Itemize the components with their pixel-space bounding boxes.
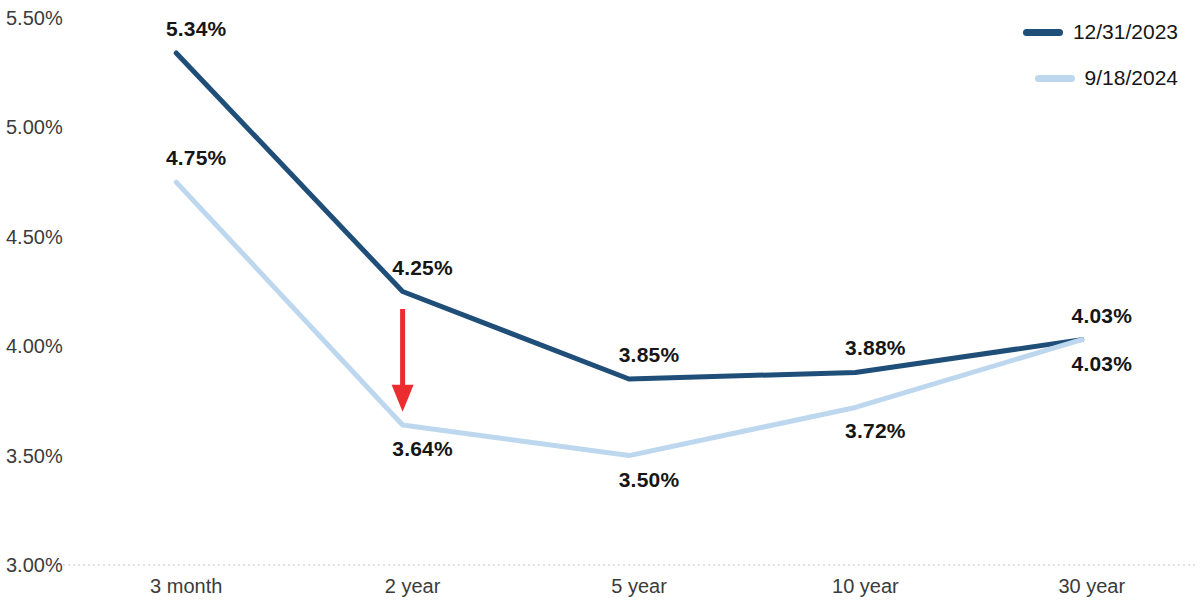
data-label: 4.03% (1072, 352, 1133, 376)
y-tick-label: 3.00% (6, 554, 63, 577)
data-label: 4.25% (392, 256, 453, 280)
x-tick-label: 2 year (385, 575, 441, 598)
legend-item-12-31-2023: 12/31/2023 (1023, 20, 1178, 44)
y-tick-label: 4.00% (6, 335, 63, 358)
data-label: 5.34% (166, 17, 227, 41)
rate-drop-arrow-head (392, 385, 414, 412)
data-label: 3.50% (619, 468, 680, 492)
y-tick-label: 4.50% (6, 225, 63, 248)
y-tick-label: 3.50% (6, 444, 63, 467)
legend: 12/31/2023 9/18/2024 (1023, 20, 1178, 90)
y-tick-label: 5.00% (6, 116, 63, 139)
legend-item-9-18-2024: 9/18/2024 (1023, 66, 1178, 90)
data-label: 3.85% (619, 343, 680, 367)
data-label: 3.88% (845, 336, 906, 360)
data-label: 3.72% (845, 419, 906, 443)
x-tick-label: 5 year (611, 575, 667, 598)
data-label: 3.64% (392, 437, 453, 461)
data-label: 4.03% (1072, 304, 1133, 328)
y-tick-label: 5.50% (6, 7, 63, 30)
x-tick-label: 30 year (1058, 575, 1125, 598)
x-tick-label: 3 month (150, 575, 222, 598)
legend-swatch-light-blue (1035, 75, 1075, 82)
plot-area (0, 0, 1200, 600)
legend-label-12-31-2023: 12/31/2023 (1073, 20, 1178, 44)
x-tick-label: 10 year (832, 575, 899, 598)
yield-curve-chart: 3.00% 3.50% 4.00% 4.50% 5.00% 5.50% 3 month 2 … (0, 0, 1200, 600)
legend-swatch-dark-blue (1023, 29, 1063, 36)
data-label: 4.75% (166, 146, 227, 170)
legend-label-9-18-2024: 9/18/2024 (1085, 66, 1178, 90)
series-line-9-18-2024 (176, 182, 1082, 456)
